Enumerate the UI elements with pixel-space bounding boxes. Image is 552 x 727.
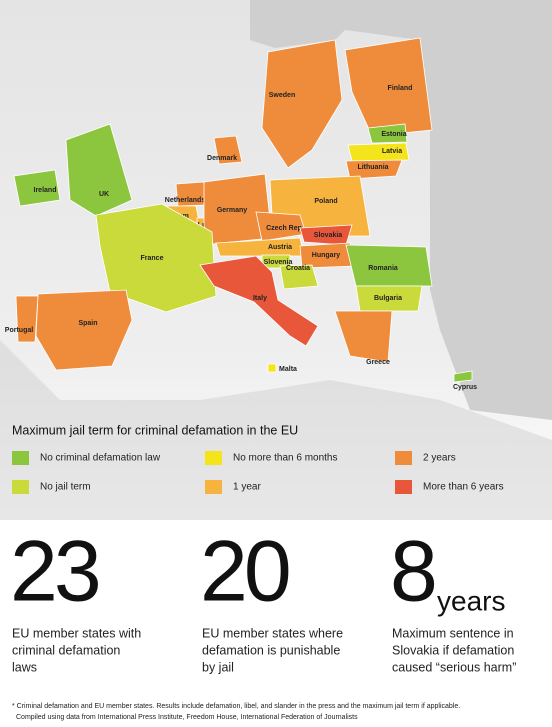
country-label: Lithuania — [357, 164, 388, 171]
legend-swatch — [205, 480, 222, 494]
footnote: * Criminal defamation and EU member stat… — [12, 703, 460, 721]
stat-caption: defamation is punishable — [202, 643, 340, 657]
stat-caption: laws — [12, 660, 37, 674]
country — [345, 159, 403, 180]
stats: 23 EU member states with criminal defamati… — [10, 524, 516, 675]
country — [267, 363, 277, 373]
country — [347, 142, 410, 162]
legend-label: No criminal defamation law — [40, 453, 161, 464]
country-label: UK — [99, 191, 109, 198]
country — [355, 285, 423, 312]
legend-swatch — [12, 480, 29, 494]
country-label: Latvia — [382, 148, 402, 155]
legend-label: 1 year — [233, 482, 261, 493]
country-label: Hungary — [312, 252, 341, 259]
country-label: Slovakia — [314, 232, 343, 239]
background-land — [0, 0, 552, 520]
legend-swatch — [395, 480, 412, 494]
stat-number: 20 — [200, 524, 289, 620]
country — [367, 123, 408, 144]
footnote-line: * Criminal defamation and EU member stat… — [12, 703, 460, 710]
country-label: Malta — [279, 366, 297, 373]
country-label: Ireland — [34, 187, 57, 194]
country — [279, 264, 319, 290]
country — [13, 169, 61, 207]
legend-label: No jail term — [40, 482, 91, 493]
country-label: Slovenia — [264, 259, 293, 266]
country — [453, 370, 473, 383]
stat-caption: criminal defamation — [12, 643, 120, 657]
country-label: Spain — [78, 320, 97, 327]
stat-caption: by jail — [202, 660, 234, 674]
stat-caption: EU member states where — [202, 626, 343, 640]
country-label: Cyprus — [453, 384, 477, 391]
stat-caption: Slovakia if defamation — [392, 643, 514, 657]
stat-caption: EU member states with — [12, 626, 141, 640]
country-label: France — [141, 255, 164, 262]
country-label: Austria — [268, 244, 292, 251]
country — [334, 310, 393, 363]
country — [203, 173, 273, 245]
country-label: Poland — [314, 198, 337, 205]
legend-swatch — [395, 451, 412, 465]
stat-unit: years — [437, 585, 505, 616]
country-label: Denmark — [207, 155, 237, 162]
legend-title: Maximum jail term for criminal defamatio… — [12, 423, 298, 437]
legend-label: 2 years — [423, 453, 456, 464]
country-label: Romania — [368, 265, 398, 272]
stat-number: 8 — [390, 524, 435, 620]
country — [35, 289, 133, 371]
country-label: Germany — [217, 207, 247, 214]
stat-number: 23 — [10, 524, 99, 620]
footnote-line: Compiled using data from International P… — [16, 714, 358, 721]
country-label: Croatia — [286, 265, 310, 272]
country-label: Estonia — [381, 131, 406, 138]
stat-caption: caused “serious harm” — [392, 660, 516, 674]
country-label: Italy — [253, 295, 267, 302]
country — [213, 135, 243, 165]
country-label: Finland — [388, 85, 413, 92]
country — [261, 39, 343, 169]
legend: No criminal defamation law No more than 6… — [12, 451, 504, 494]
country-label: Bulgaria — [374, 295, 402, 302]
map: Finland Sweden Estonia Latvia Lithuania Denma… — [5, 37, 477, 391]
country-label: Portugal — [5, 327, 33, 334]
country-label: Czech Rep. — [266, 225, 304, 232]
country — [199, 255, 319, 347]
legend-label: More than 6 years — [423, 482, 504, 493]
legend-label: No more than 6 months — [233, 453, 338, 464]
country-label: Netherlands — [165, 197, 206, 204]
country — [95, 203, 217, 313]
country — [65, 123, 133, 217]
country-label: Sweden — [269, 92, 295, 99]
legend-swatch — [12, 451, 29, 465]
country — [15, 295, 39, 343]
legend-swatch — [205, 451, 222, 465]
country-label: Greece — [366, 359, 390, 366]
country — [345, 244, 433, 287]
stat-caption: Maximum sentence in — [392, 626, 514, 640]
